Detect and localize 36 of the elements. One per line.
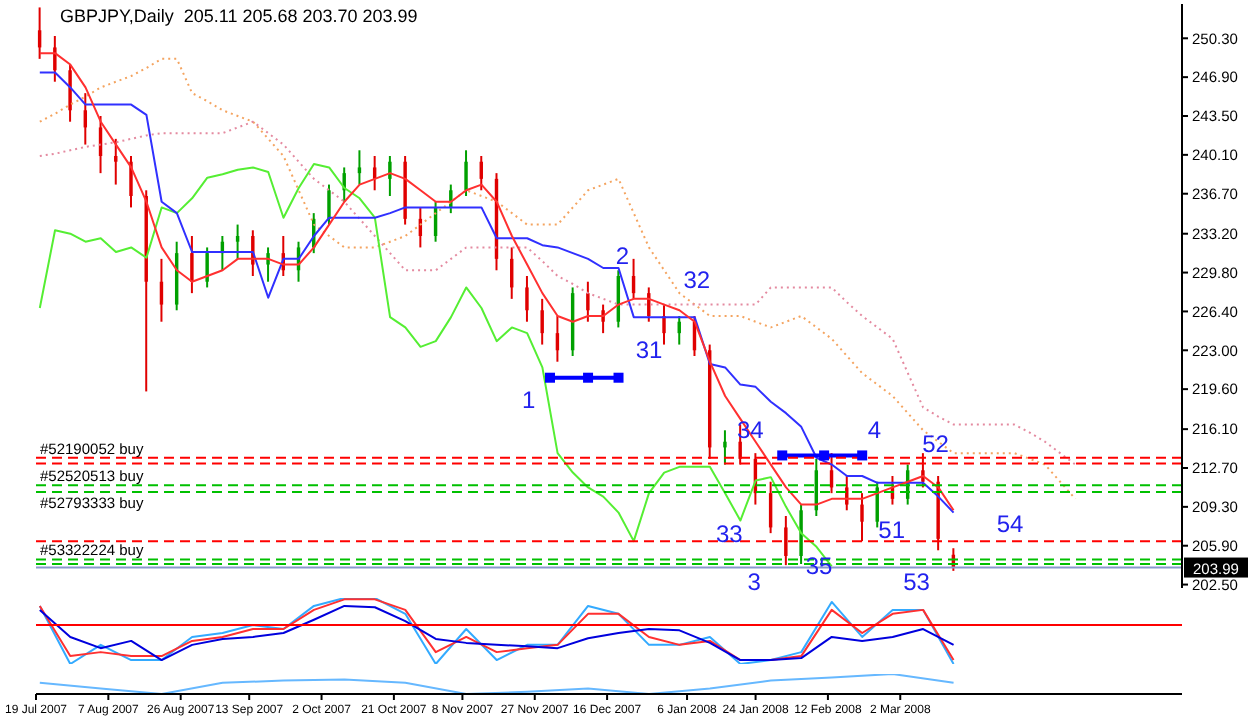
annotation: 3 (747, 568, 761, 596)
line-series (38, 120, 1077, 466)
annotation: 54 (996, 510, 1024, 538)
candlestick (723, 429, 727, 466)
candlestick (53, 35, 57, 83)
candlestick (205, 246, 209, 289)
candlestick (921, 452, 925, 489)
candlestick (129, 155, 133, 209)
annotation: 51 (878, 516, 906, 544)
candlestick (388, 155, 392, 197)
chart-title: GBPJPY,Daily 205.11 205.68 203.70 203.99 (60, 6, 418, 26)
candlestick (860, 492, 864, 543)
candlestick (464, 149, 468, 197)
annotation: 4 (867, 416, 882, 444)
annotation: 33 (715, 520, 743, 548)
annotation: 1 (522, 386, 536, 414)
candlestick (586, 280, 590, 323)
annotation: 32 (683, 266, 711, 294)
annotation: 31 (635, 336, 663, 364)
candlestick (190, 235, 194, 295)
candlestick (68, 63, 72, 123)
candlestick (266, 246, 270, 283)
candlestick (235, 223, 240, 260)
candlestick (357, 149, 362, 186)
candlestick (525, 275, 529, 323)
candlestick (601, 303, 605, 335)
annotation: 2 (615, 242, 630, 270)
candlestick (327, 183, 331, 226)
candlestick (662, 303, 666, 346)
annotation: 53 (903, 568, 930, 596)
candlestick (784, 515, 788, 567)
candlestick (540, 297, 544, 346)
annotation: 52 (922, 430, 949, 458)
candlestick (114, 137, 118, 186)
candlestick (342, 166, 346, 203)
candlestick (799, 503, 803, 565)
